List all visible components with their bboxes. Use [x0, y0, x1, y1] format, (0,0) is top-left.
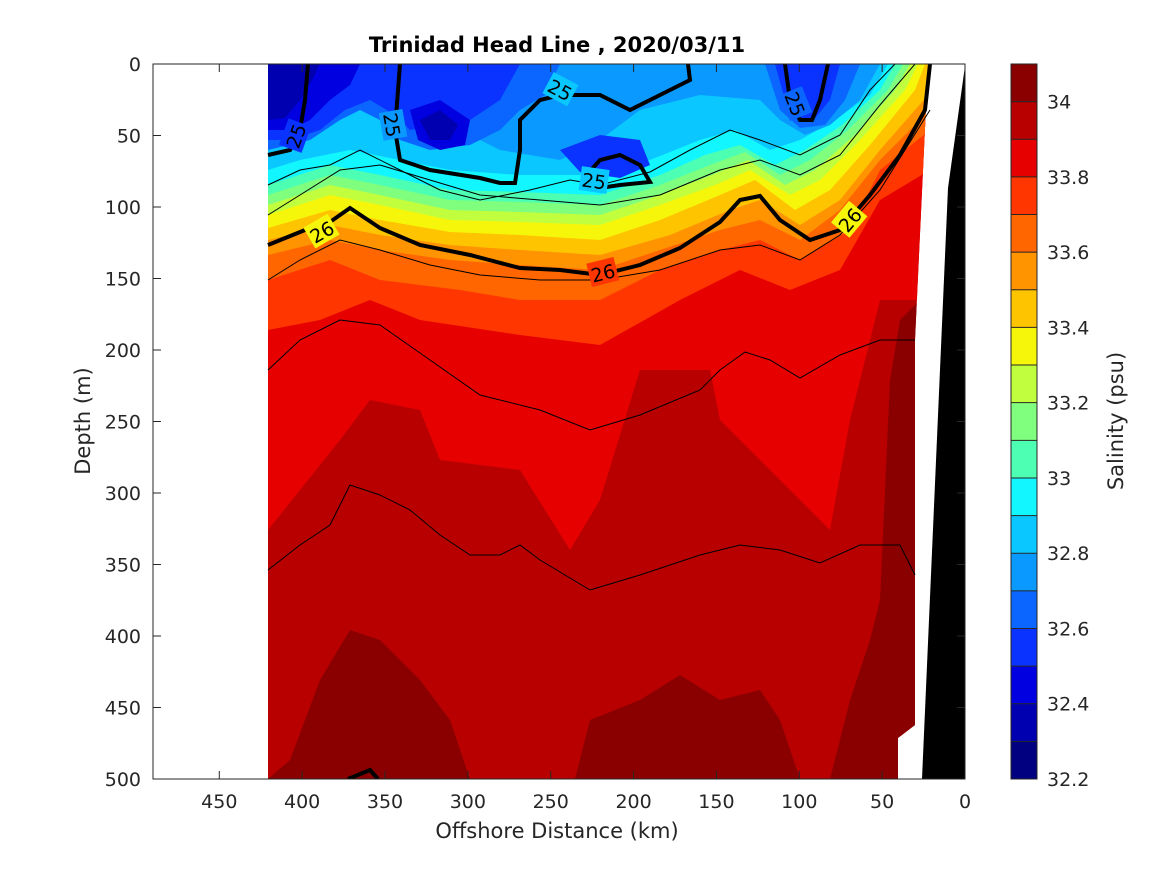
x-tick-label: 150: [698, 791, 734, 813]
x-tick-label: 0: [959, 791, 971, 813]
x-tick-label: 350: [367, 791, 403, 813]
y-axis: 0 50 100 150 200 250 300 350 400 450 500: [105, 54, 965, 791]
contour-label-25-east: 25: [779, 86, 813, 122]
colorbar-swatch: [1011, 176, 1037, 216]
plot-area: [153, 64, 965, 779]
colorbar-swatch: [1011, 327, 1037, 366]
y-tick-label: 350: [105, 555, 141, 577]
colorbar-tick-label: 34: [1047, 92, 1071, 114]
colorbar-tick-label: 32.8: [1047, 543, 1089, 565]
colorbar-swatch: [1011, 590, 1037, 629]
colorbar-swatch: [1011, 402, 1037, 441]
contour-label-25-loop: 25: [578, 166, 610, 195]
colorbar-tick-label: 33.2: [1047, 393, 1089, 415]
colorbar-swatch: [1011, 666, 1037, 705]
colorbar-ticks: 32.2 32.4 32.6 32.8 33 33.2 33.4 33.6 33.8 34: [1047, 92, 1089, 791]
density-contour-thin-4: [267, 484, 916, 591]
thin-density-contours: [267, 64, 931, 591]
colorbar-swatch: [1011, 139, 1037, 178]
colorbar-tick-label: 32.2: [1047, 769, 1089, 791]
x-axis-label: Offshore Distance (km): [435, 819, 678, 843]
salinity-band-32.4-core: [420, 110, 458, 140]
colorbar-swatch: [1011, 101, 1037, 140]
salinity-band-34.1-east: [830, 290, 928, 779]
density-contour-25-mid: [392, 64, 693, 185]
colorbar-swatch: [1011, 289, 1037, 328]
y-tick-label: 150: [105, 269, 141, 291]
y-tick-label: 50: [117, 126, 141, 148]
colorbar: [1011, 64, 1037, 780]
density-contour-25-loop: [580, 152, 654, 190]
colorbar-swatch: [1011, 553, 1037, 592]
colorbar-swatch: [1011, 477, 1037, 517]
colorbar-tick-label: 33: [1047, 468, 1071, 490]
colorbar-swatch: [1011, 703, 1037, 742]
colorbar-swatch: [1011, 365, 1037, 404]
svg-text:25: 25: [378, 111, 404, 139]
y-tick-label: 250: [105, 412, 141, 434]
colorbar-swatch: [1011, 741, 1037, 780]
x-axis: 450 400 350 300 250 200 150 100 50 0: [201, 64, 971, 813]
colorbar-tick-label: 33.6: [1047, 242, 1089, 264]
contour-labels: 26 26 26 25 25 25 25 25: [278, 71, 868, 288]
colorbar-swatch: [1011, 628, 1037, 667]
x-tick-label: 100: [781, 791, 817, 813]
y-tick-label: 450: [105, 698, 141, 720]
x-tick-label: 250: [533, 791, 569, 813]
salinity-fill-layers: [268, 64, 928, 779]
colorbar-swatch: [1011, 252, 1037, 291]
y-tick-label: 0: [129, 54, 141, 76]
y-tick-label: 500: [105, 769, 141, 791]
colorbar-swatch: [1011, 64, 1037, 103]
density-contour-thin-3: [267, 319, 915, 431]
y-axis-label: Depth (m): [71, 367, 95, 474]
x-tick-label: 300: [450, 791, 486, 813]
x-tick-label: 450: [201, 791, 237, 813]
density-contour-thin-1: [267, 64, 916, 216]
x-tick-label: 400: [284, 791, 320, 813]
chart-title: Trinidad Head Line , 2020/03/11: [369, 33, 745, 57]
contour-label-25-mid-a: 25: [378, 108, 408, 141]
density-contour-25-deep: [347, 767, 380, 779]
salinity-band-34.1-mid: [575, 675, 800, 779]
colorbar-label: Salinity (psu): [1104, 352, 1128, 490]
x-tick-label: 200: [615, 791, 651, 813]
colorbar-swatch: [1011, 214, 1037, 253]
x-tick-label: 50: [870, 791, 894, 813]
colorbar-tick-label: 33.4: [1047, 317, 1089, 339]
y-tick-label: 100: [105, 197, 141, 219]
colorbar-box: [1010, 63, 1038, 780]
seafloor-bathymetry: [922, 66, 965, 779]
colorbar-tick-label: 32.4: [1047, 694, 1089, 716]
colorbar-tick-label: 32.6: [1047, 618, 1089, 640]
colorbar-swatch: [1011, 515, 1037, 554]
y-tick-label: 300: [105, 483, 141, 505]
y-tick-label: 400: [105, 626, 141, 648]
y-tick-label: 200: [105, 340, 141, 362]
colorbar-swatch: [1011, 440, 1037, 479]
colorbar-tick-label: 33.8: [1047, 167, 1089, 189]
svg-text:25: 25: [580, 169, 607, 194]
salinity-band-34.1-west: [268, 630, 470, 779]
